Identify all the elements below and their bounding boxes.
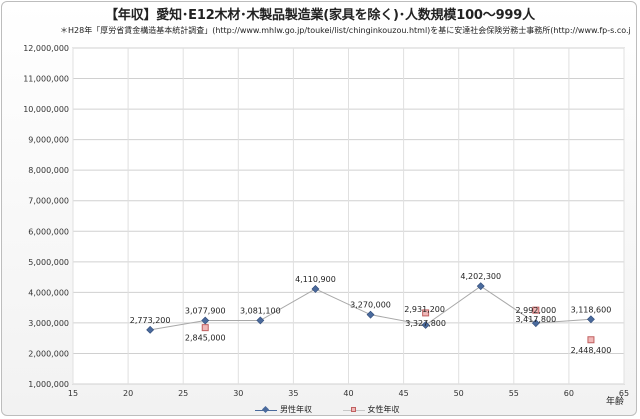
legend: 男性年収 女性年収 bbox=[255, 404, 428, 415]
source-note: ＊H28年「厚労省賃金構造基本統計調査」(http://www.mhlw.go.… bbox=[60, 26, 630, 35]
male-point bbox=[587, 315, 595, 324]
x-tick-label: 25 bbox=[178, 389, 188, 398]
x-tick-label: 20 bbox=[123, 389, 133, 398]
legend-item-female: 女性年収 bbox=[342, 404, 400, 415]
y-tick-label: 9,000,000 bbox=[28, 136, 69, 145]
male-data-label: 2,773,200 bbox=[130, 316, 171, 325]
male-point bbox=[366, 310, 375, 319]
male-point bbox=[146, 325, 155, 334]
x-tick-label: 60 bbox=[564, 389, 574, 398]
male-point bbox=[476, 282, 485, 291]
male-data-label: 3,270,000 bbox=[350, 301, 391, 310]
x-tick-label: 50 bbox=[454, 389, 464, 398]
male-data-label: 3,118,600 bbox=[571, 305, 612, 314]
male-point bbox=[311, 285, 320, 293]
male-data-label: 2,992,000 bbox=[515, 306, 556, 315]
y-tick-label: 5,000,000 bbox=[28, 258, 69, 267]
y-tick-label: 1,000,000 bbox=[28, 380, 69, 389]
legend-label-female: 女性年収 bbox=[367, 405, 400, 414]
x-tick-label: 30 bbox=[233, 389, 243, 398]
gridlines bbox=[72, 47, 625, 385]
male-point bbox=[421, 321, 430, 329]
female-data-label: 3,417,800 bbox=[515, 315, 556, 324]
x-tick-label: 15 bbox=[68, 389, 78, 398]
female-data-label: 2,845,000 bbox=[185, 334, 226, 343]
y-tick-label: 2,000,000 bbox=[28, 349, 69, 358]
y-tick-label: 6,000,000 bbox=[28, 227, 69, 236]
female-data-label: 3,327,800 bbox=[405, 319, 446, 328]
y-tick-label: 11,000,000 bbox=[23, 75, 69, 84]
y-tick-label: 12,000,000 bbox=[23, 44, 69, 53]
y-tick-label: 4,000,000 bbox=[28, 288, 69, 297]
x-tick-label: 55 bbox=[509, 389, 519, 398]
x-axis-title: 年齢 bbox=[606, 397, 625, 407]
x-axis-ticks: 15 20 25 30 35 40 45 50 55 60 65 bbox=[68, 389, 629, 398]
female-point bbox=[587, 336, 595, 344]
y-tick-label: 8,000,000 bbox=[28, 166, 69, 175]
legend-swatch-male bbox=[255, 405, 277, 414]
x-tick-label: 45 bbox=[399, 389, 409, 398]
male-data-label: 2,931,200 bbox=[404, 305, 445, 314]
male-data-label: 3,081,100 bbox=[240, 306, 281, 315]
female-point bbox=[422, 309, 430, 317]
y-tick-label: 7,000,000 bbox=[28, 197, 69, 206]
female-point bbox=[532, 306, 540, 314]
x-tick-label: 65 bbox=[619, 389, 629, 398]
male-point bbox=[201, 316, 210, 325]
chart-title: 【年収】愛知･E12木材･木製品製造業(家具を除く)･人数規模100～999人 bbox=[105, 8, 535, 23]
legend-label-male: 男性年収 bbox=[280, 405, 312, 414]
y-axis-ticks: 1,000,000 2,000,000 3,000,000 4,000,000 5,00… bbox=[23, 44, 69, 389]
series-layer bbox=[146, 282, 595, 344]
legend-item-male: 男性年収 bbox=[255, 404, 312, 415]
female-data-label: 2,448,400 bbox=[571, 346, 612, 355]
female-point bbox=[201, 324, 209, 332]
male-point bbox=[531, 319, 540, 328]
y-tick-label: 3,000,000 bbox=[28, 319, 69, 328]
x-tick-label: 40 bbox=[343, 389, 353, 398]
male-data-label: 4,202,300 bbox=[460, 272, 501, 281]
male-point bbox=[256, 316, 265, 325]
legend-swatch-female bbox=[342, 406, 365, 414]
male-data-label: 3,077,900 bbox=[185, 307, 226, 316]
male-data-label: 4,110,900 bbox=[295, 275, 336, 284]
x-tick-label: 35 bbox=[288, 389, 298, 398]
data-labels-layer: 2,773,200 3,077,900 3,081,100 4,110,900 3,27… bbox=[130, 272, 612, 355]
y-tick-label: 10,000,000 bbox=[23, 105, 69, 114]
